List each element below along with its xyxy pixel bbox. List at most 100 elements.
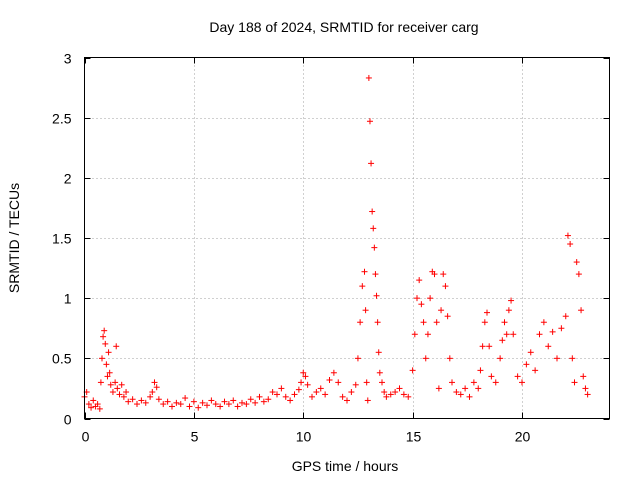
- data-point: [424, 331, 431, 338]
- data-point: [449, 379, 455, 386]
- data-point: [571, 379, 578, 386]
- data-point: [575, 271, 582, 278]
- y-tick-label: 2: [64, 171, 72, 187]
- data-point: [160, 401, 167, 408]
- data-point: [100, 333, 107, 340]
- y-tick-label: 3: [64, 51, 72, 67]
- data-point: [567, 241, 574, 248]
- data-point: [269, 389, 276, 396]
- data-point: [411, 331, 418, 338]
- data-point: [545, 343, 552, 350]
- data-point: [486, 343, 493, 350]
- data-point: [155, 396, 162, 403]
- data-point: [134, 401, 140, 408]
- data-point: [104, 373, 111, 380]
- data-point: [212, 401, 219, 408]
- data-point: [479, 343, 486, 350]
- data-point: [523, 361, 530, 368]
- data-point: [387, 391, 394, 398]
- data-point: [462, 385, 469, 392]
- data-point: [446, 355, 453, 362]
- y-tick-label: 0: [64, 412, 72, 428]
- data-point: [363, 379, 370, 386]
- data-point: [239, 399, 245, 406]
- data-point: [466, 393, 473, 400]
- data-point: [116, 391, 123, 398]
- data-point: [348, 389, 355, 396]
- data-point: [199, 399, 206, 406]
- data-point: [112, 379, 119, 386]
- data-point: [177, 401, 184, 408]
- data-point: [147, 393, 154, 400]
- x-tick-label: 10: [296, 429, 312, 445]
- data-point: [182, 395, 189, 402]
- data-point: [361, 268, 368, 275]
- data-point: [499, 337, 506, 344]
- data-point: [409, 367, 416, 374]
- data-point: [101, 327, 108, 334]
- data-point: [433, 319, 440, 326]
- data-point: [510, 331, 517, 338]
- data-point: [234, 403, 241, 410]
- data-point: [190, 398, 197, 405]
- data-point: [99, 355, 105, 362]
- data-point: [431, 271, 438, 278]
- data-point: [102, 340, 109, 347]
- data-point: [278, 385, 285, 392]
- data-point: [540, 319, 547, 326]
- y-tick-label: 1.5: [52, 231, 72, 247]
- data-point: [357, 319, 364, 326]
- data-point: [247, 396, 254, 403]
- data-point: [505, 307, 512, 314]
- data-point: [129, 396, 136, 403]
- data-point: [335, 379, 342, 386]
- data-point: [88, 404, 95, 411]
- data-point: [558, 325, 565, 332]
- data-point: [435, 385, 442, 392]
- y-axis-label: SRMTID / TECUs: [6, 183, 22, 293]
- data-point: [230, 397, 237, 404]
- data-point: [118, 381, 125, 388]
- data-point: [364, 397, 371, 404]
- data-point: [123, 389, 130, 396]
- data-point: [536, 331, 543, 338]
- y-tick-label: 1: [64, 291, 72, 307]
- data-point: [381, 389, 388, 396]
- data-point: [195, 404, 202, 411]
- data-point: [125, 398, 132, 405]
- data-point: [501, 319, 508, 326]
- data-point: [564, 232, 571, 239]
- data-point: [302, 373, 309, 380]
- x-tick-label: 0: [82, 429, 90, 445]
- data-point: [379, 379, 385, 386]
- data-point: [554, 355, 560, 362]
- data-point: [359, 283, 366, 290]
- data-point: [582, 385, 589, 392]
- data-point: [344, 397, 350, 404]
- data-point: [114, 385, 121, 392]
- data-point: [532, 367, 539, 374]
- data-point: [375, 349, 382, 356]
- data-point: [569, 355, 576, 362]
- data-point: [369, 208, 376, 215]
- x-tick-label: 15: [406, 429, 422, 445]
- data-point: [442, 283, 449, 290]
- data-point: [298, 379, 305, 386]
- data-point: [107, 381, 114, 388]
- data-point: [414, 295, 420, 302]
- data-point: [503, 331, 510, 338]
- data-point: [527, 349, 534, 356]
- data-point: [475, 385, 482, 392]
- data-point: [376, 369, 383, 376]
- data-point: [420, 319, 427, 326]
- data-point: [354, 355, 361, 362]
- chart-title: Day 188 of 2024, SRMTID for receiver car…: [209, 19, 478, 35]
- data-point: [416, 277, 423, 284]
- data-point: [164, 398, 171, 405]
- data-point: [138, 397, 145, 404]
- data-point: [252, 399, 259, 406]
- data-point: [418, 301, 425, 308]
- data-point: [287, 397, 294, 404]
- data-point: [470, 379, 477, 386]
